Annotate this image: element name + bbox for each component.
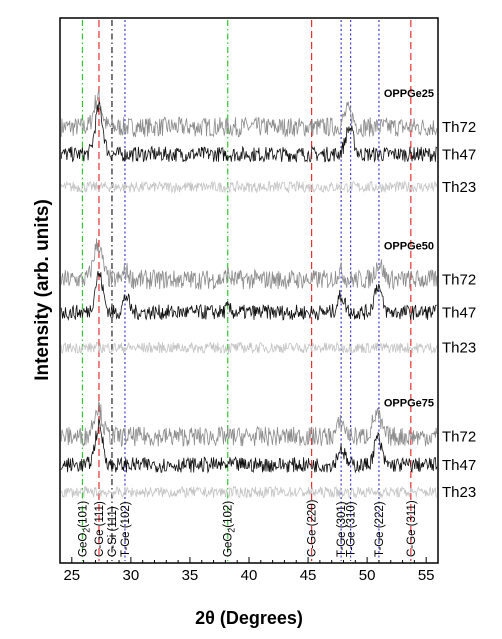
reference-label-c-ge-111: C-Ge (111) [94, 501, 106, 557]
sample-label-oppge50: OPPGe50 [384, 241, 434, 253]
trace-oppge75-th47 [60, 418, 438, 474]
reference-label-c-ge-220: C-Ge (220) [307, 499, 319, 557]
series-label-oppge75-th47: Th47 [442, 457, 476, 474]
x-tick-label-50: 50 [359, 567, 376, 584]
trace-oppge25-th23 [60, 180, 438, 194]
series-label-oppge50-th47: Th47 [442, 304, 476, 321]
x-tick-label-25: 25 [63, 567, 80, 584]
reference-label-c-si-111: C-Si (111) [107, 506, 119, 557]
x-axis-label: 2θ (Degrees) [195, 608, 303, 628]
x-tick-label-40: 40 [241, 567, 258, 584]
reference-lines [81, 20, 412, 561]
reference-label-t-ge-301: T-Ge (301) [336, 501, 348, 557]
sample-label-oppge75: OPPGe75 [384, 398, 434, 410]
series-label-oppge25-th47: Th47 [442, 146, 476, 163]
sample-label-oppge25: OPPGe25 [384, 88, 434, 100]
trace-oppge75-th23 [60, 485, 438, 499]
y-axis-label: Intensity (arb. units) [32, 199, 53, 381]
trace-oppge75-th72 [60, 400, 438, 448]
reference-labels: GeO2(101) C-Ge (111) C-Si (111) T-Ge (102) G… [77, 499, 417, 557]
reference-label-c-ge-311: C-Ge (311) [406, 500, 418, 557]
x-tick-label-35: 35 [182, 567, 199, 584]
plot-frame [59, 17, 439, 564]
x-tick-label-45: 45 [300, 567, 317, 584]
series-label-oppge50-th23: Th23 [442, 340, 476, 357]
trace-oppge25-th72 [60, 89, 438, 138]
trace-oppge50-th72 [60, 238, 438, 291]
series-label-oppge50-th72: Th72 [442, 272, 476, 289]
series-label-oppge75-th23: Th23 [442, 484, 476, 501]
series-label-oppge25-th23: Th23 [442, 179, 476, 196]
series-label-oppge25-th72: Th72 [442, 119, 476, 136]
diffraction-traces [60, 89, 438, 499]
reference-label-t-ge-102: T-Ge (102) [120, 501, 132, 557]
trace-oppge50-th23 [60, 341, 438, 355]
trace-oppge50-th47 [60, 270, 437, 321]
x-tick-label-30: 30 [123, 567, 140, 584]
reference-label-t-ge-222: T-Ge (222) [374, 501, 386, 557]
x-axis-ticks: 25 30 35 40 45 50 55 [63, 557, 435, 584]
reference-label-geo2-102: GeO2(102) [223, 501, 237, 557]
reference-label-t-ge-310: T-Ge (310) [346, 501, 358, 557]
reference-label-geo2-101: GeO2(101) [77, 501, 91, 557]
series-labels: Th72 Th47 Th23 Th72 Th47 Th23 Th72 Th47 Th23 [442, 119, 476, 501]
series-label-oppge75-th72: Th72 [442, 429, 476, 446]
trace-oppge25-th47 [60, 101, 438, 163]
sample-labels: OPPGe25 OPPGe50 OPPGe75 [384, 88, 434, 410]
x-tick-label-55: 55 [418, 567, 435, 584]
